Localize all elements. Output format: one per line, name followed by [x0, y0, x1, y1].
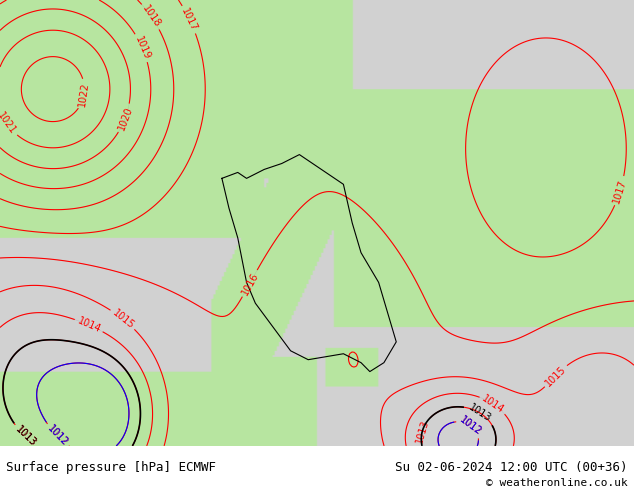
- Text: 1012: 1012: [458, 415, 484, 437]
- Text: 1013: 1013: [414, 418, 430, 444]
- Text: 1015: 1015: [543, 364, 568, 388]
- Text: 1014: 1014: [480, 393, 506, 415]
- Text: 1021: 1021: [0, 111, 18, 137]
- Text: 1013: 1013: [13, 424, 38, 448]
- Text: 1017: 1017: [179, 6, 199, 33]
- Text: 1012: 1012: [45, 423, 70, 448]
- Text: Surface pressure [hPa] ECMWF: Surface pressure [hPa] ECMWF: [6, 462, 216, 474]
- Text: 1012: 1012: [45, 423, 70, 448]
- Text: 1020: 1020: [116, 105, 134, 132]
- Text: 1018: 1018: [140, 3, 162, 29]
- Text: © weatheronline.co.uk: © weatheronline.co.uk: [486, 478, 628, 488]
- Text: 1012: 1012: [458, 415, 484, 437]
- Text: 1014: 1014: [75, 316, 102, 335]
- Text: 1015: 1015: [110, 308, 136, 331]
- Text: 1013: 1013: [467, 402, 493, 424]
- Text: 1013: 1013: [13, 424, 38, 448]
- Text: Su 02-06-2024 12:00 UTC (00+36): Su 02-06-2024 12:00 UTC (00+36): [395, 462, 628, 474]
- Text: 1016: 1016: [240, 270, 260, 296]
- Text: 1019: 1019: [133, 34, 152, 61]
- Text: 1017: 1017: [612, 178, 628, 204]
- Text: 1022: 1022: [77, 81, 91, 107]
